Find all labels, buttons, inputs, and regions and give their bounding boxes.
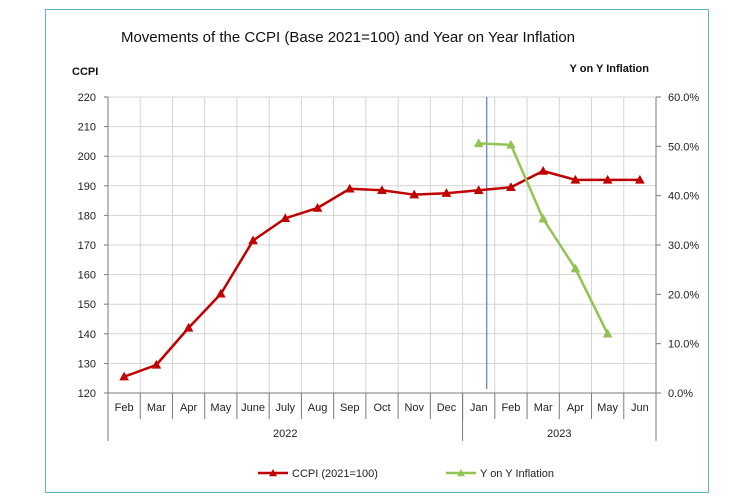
legend-label: Y on Y Inflation	[480, 468, 554, 480]
right-tick-label: 10.0%	[668, 339, 699, 351]
left-tick-label: 170	[78, 240, 96, 252]
left-tick-label: 130	[78, 358, 96, 370]
chart-title: Movements of the CCPI (Base 2021=100) an…	[121, 29, 575, 46]
data-point-marker	[312, 202, 323, 212]
left-tick-label: 160	[78, 270, 96, 282]
x-group-label: 2022	[273, 428, 297, 440]
x-tick-label: Jan	[470, 402, 488, 414]
right-tick-label: 30.0%	[668, 240, 699, 252]
data-point-marker	[248, 235, 258, 245]
x-group-label: 2023	[547, 428, 571, 440]
x-tick-label: Jun	[631, 402, 649, 414]
series-line-0	[123, 169, 640, 378]
data-point-marker	[280, 213, 291, 223]
chart-svg: Movements of the CCPI (Base 2021=100) an…	[72, 29, 699, 480]
data-point-marker	[538, 165, 549, 175]
x-tick-label: Aug	[308, 402, 328, 414]
x-tick-label: Dec	[437, 402, 457, 414]
x-tick-label: Feb	[501, 402, 520, 414]
series-group	[119, 138, 645, 381]
x-tick-label: Sep	[340, 402, 360, 414]
data-point-marker	[441, 188, 452, 197]
x-tick-label: July	[276, 402, 296, 414]
x-tick-label: May	[597, 402, 618, 414]
right-axis-title: Y on Y Inflation	[570, 63, 650, 75]
x-tick-label: Nov	[404, 402, 424, 414]
left-tick-label: 150	[78, 299, 96, 311]
data-point-marker	[506, 139, 516, 149]
data-point-marker	[473, 185, 484, 194]
axes: 120 130 140 150 160 170 180 190 200 210 220 0.0% 10.…	[78, 92, 699, 441]
chart-frame: Movements of the CCPI (Base 2021=100) an…	[45, 9, 709, 493]
legend-label: CCPI (2021=100)	[292, 468, 378, 480]
data-point-marker	[635, 174, 645, 184]
data-point-marker	[215, 288, 226, 298]
x-tick-label: May	[210, 402, 231, 414]
data-point-marker	[183, 322, 194, 332]
legend: CCPI (2021=100) Y on Y Inflation	[258, 468, 554, 480]
data-point-marker	[602, 328, 613, 338]
data-point-marker	[119, 371, 129, 381]
left-tick-label: 200	[78, 151, 96, 163]
data-point-marker	[538, 213, 549, 223]
right-tick-label: 20.0%	[668, 289, 699, 301]
x-tick-label: Apr	[567, 402, 584, 414]
data-point-marker	[570, 174, 581, 184]
left-tick-label: 220	[78, 92, 96, 104]
left-tick-label: 180	[78, 210, 96, 222]
x-tick-label: Apr	[180, 402, 197, 414]
right-tick-label: 0.0%	[668, 388, 693, 400]
legend-marker	[269, 469, 277, 477]
left-axis-title: CCPI	[72, 66, 98, 78]
data-point-marker	[151, 359, 162, 369]
data-point-marker	[409, 189, 420, 199]
data-point-marker	[506, 182, 516, 191]
left-tick-label: 190	[78, 181, 96, 193]
x-tick-label: Mar	[534, 402, 553, 414]
right-tick-label: 60.0%	[668, 92, 699, 104]
data-point-marker	[570, 263, 581, 273]
x-tick-label: Feb	[115, 402, 134, 414]
left-tick-label: 140	[78, 329, 96, 341]
left-tick-label: 120	[78, 388, 96, 400]
right-tick-label: 40.0%	[668, 191, 699, 203]
x-tick-label: June	[241, 402, 265, 414]
data-point-marker	[377, 185, 387, 194]
gridlines	[107, 96, 657, 394]
legend-marker	[457, 469, 465, 477]
data-point-marker	[473, 138, 484, 148]
data-point-marker	[344, 183, 355, 193]
left-tick-label: 210	[78, 122, 96, 134]
right-tick-label: 50.0%	[668, 141, 699, 153]
data-point-marker	[602, 174, 613, 184]
x-tick-label: Mar	[147, 402, 166, 414]
x-tick-label: Oct	[373, 402, 390, 414]
